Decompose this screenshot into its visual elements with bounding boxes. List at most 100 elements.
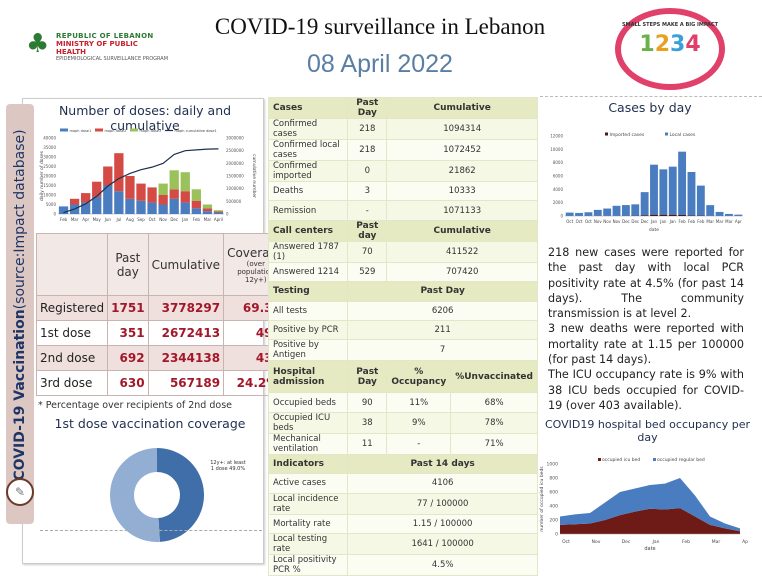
legend-swatch [605,133,608,136]
x-tick-label: Mar [71,217,79,222]
y2-tick-label: 2500000 [226,148,244,153]
row-label: All tests [269,301,348,320]
bar-local-cases [669,167,677,215]
table-row: Remission-1071133 [269,201,538,220]
bar-moph-dose2 [170,189,179,199]
bar-moph-dose1 [214,212,223,214]
y-tick-label: 200 [549,518,558,524]
legend-swatch [653,458,656,461]
cell-value: - [387,433,451,454]
x-tick-label: Apr [735,219,742,224]
row-label: Confirmed imported [269,161,348,182]
cell-value: 1072452 [387,140,538,161]
x-tick-label: Feb [60,217,68,222]
legend-swatch [665,133,668,136]
bar-moph-dose2 [192,201,201,209]
table-header-row: Past day Cumulative Coverage(over popula… [37,234,289,296]
bar-moph-dose1 [136,201,145,214]
x-tick-label: Dec [170,217,178,222]
legend-label: Local cases [670,132,696,138]
y-tick-label: 15000 [43,183,56,188]
y-tick-label: 0 [560,214,563,219]
logo-line: MINISTRY OF PUBLIC HEALTH [56,40,168,56]
x-tick-label: Jun [104,217,112,222]
table-row: Local positivity PCR %4.5% [269,554,538,575]
row-label: Confirmed cases [269,119,348,140]
bar-moph-dose3 [214,210,223,211]
x-tick-label: April [214,217,223,222]
cell-value: 68% [451,393,538,412]
cumulative: 2344138 [148,346,224,371]
legend-label: Imported cases [610,132,645,138]
x-tick-label: Jan [181,217,189,222]
bar-moph-dose3 [170,170,179,189]
cell-value: 1094314 [387,119,538,140]
donut-slice [157,448,204,542]
header-cumulative: Cumulative [148,234,224,296]
x-tick-label: Apr [82,217,89,222]
cell-value: 11 [348,433,387,454]
summary-paragraph: The ICU occupancy rate is 9% with 38 ICU… [548,367,744,413]
side-label-bold: COVID-19 Vaccination [12,309,28,480]
page-title: COVID-19 surveillance in Lebanon [160,14,600,40]
bar-moph-dose3 [158,184,167,195]
x-tick-label: Mar [725,219,733,224]
x-tick-label: Sep [137,217,145,222]
bar-moph-dose2 [214,212,223,213]
cell-value: - [348,201,387,220]
header-cell: Hospital admission [269,361,348,393]
bar-imported-cases [688,215,696,216]
legend-label: moph dose1 [70,129,92,133]
y-tick-label: 35000 [43,145,56,150]
row-label: Confirmed local cases [269,140,348,161]
cell-value: 6206 [348,301,538,320]
row-label: Deaths [269,182,348,201]
bar-local-cases [650,165,658,215]
y-tick-label: 0 [53,212,56,217]
bar-imported-cases [678,215,686,216]
bar-moph-dose1 [158,205,167,215]
y2-tick-label: 2000000 [226,161,244,166]
y2-tick-label: 1000000 [226,186,244,191]
bar-moph-dose1 [181,203,190,214]
legend-swatch [60,129,68,132]
table-row: 2nd dose692234413843% [37,346,289,371]
donut-data-label: 12y+: at least 1 dose 49.0% [208,460,248,472]
cell-value: 4106 [348,474,538,493]
cell-value: 78% [451,412,538,433]
y-tick-label: 800 [549,476,558,482]
cell-value: 218 [348,119,387,140]
bar-local-cases [659,169,667,214]
cell-value: 90 [348,393,387,412]
bar-imported-cases [669,215,677,216]
legend-label: moph dose2 [105,129,127,133]
y-tick-label: 0 [555,532,558,538]
x-tick-label: Aug [126,217,134,222]
x-tick-label: Nov [159,217,167,222]
hospital-chart: 02004006008001000OctNovDecJanFebMarAprda… [538,456,748,564]
row-label: Mechanical ventilation [269,433,348,454]
cedar-icon: ♣ [26,26,52,62]
row-label: Registered [37,296,108,321]
y-axis-label: number of occupied icu beds [539,466,545,532]
x-tick-label: Nov [594,219,602,224]
x-tick-label: Dec [622,539,631,545]
x-tick-label: Mar [716,219,724,224]
bar-imported-cases [659,215,667,216]
row-label: Mortality rate [269,514,348,533]
bar-moph-dose2 [203,208,212,211]
row-label: Active cases [269,474,348,493]
x-tick-label: Nov [592,539,601,545]
bar-local-cases [566,213,574,216]
x-tick-label: Dec [631,219,639,224]
y-tick-label: 8000 [553,160,564,165]
